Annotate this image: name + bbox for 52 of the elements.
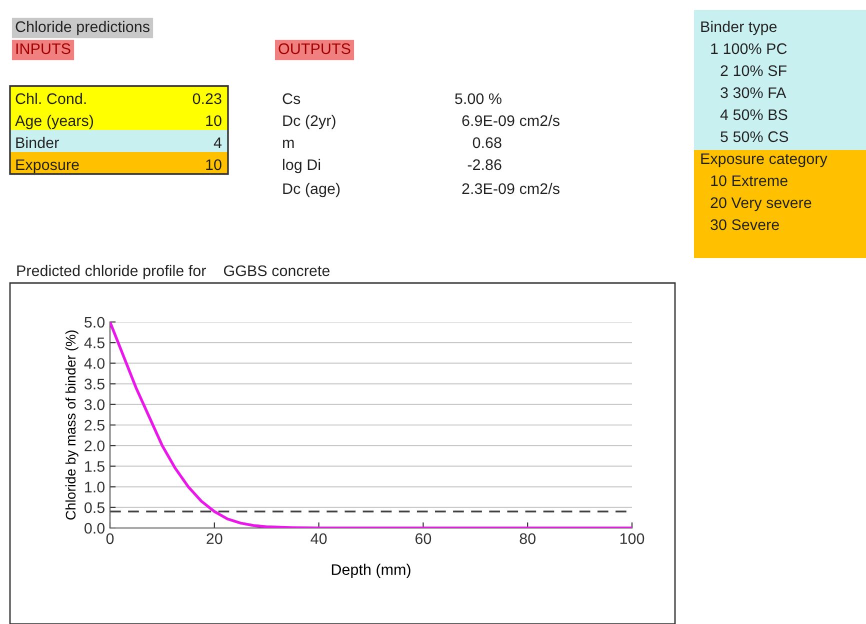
text: Chl. Cond.	[16, 92, 86, 104]
y-tick-label: 2.5	[84, 420, 104, 431]
text: 10	[206, 115, 222, 126]
text: log Di	[283, 158, 320, 174]
x-tick-label: 20	[206, 533, 222, 544]
text: 10	[206, 159, 222, 170]
x-tick-label: 80	[520, 533, 536, 544]
y-tick-label: 0.5	[84, 502, 104, 514]
text: 4	[214, 137, 222, 148]
text: Cs	[282, 93, 300, 104]
y-tick-label: 3.0	[84, 399, 105, 410]
y-tick-label: 4.5	[84, 338, 104, 348]
text: 5 50% CS	[720, 131, 788, 142]
text: Exposure category	[701, 153, 828, 168]
x-tick-label: 40	[310, 533, 327, 544]
text: 2.3E-09 cm2/s	[462, 182, 560, 194]
text: Binder	[16, 136, 59, 148]
text: 0.68	[472, 137, 502, 148]
y-axis-title: Chloride by mass of binder (%)	[65, 330, 78, 520]
text: -2.86	[468, 159, 502, 170]
text: Chloride predictions	[16, 20, 150, 36]
text: 2 10% SF	[720, 65, 786, 76]
x-axis-title: Depth (mm)	[332, 564, 410, 578]
text: 3 30% FA	[720, 87, 786, 98]
line-series	[110, 322, 632, 528]
text: Dc (2yr)	[283, 114, 336, 130]
text: Dc (age)	[283, 182, 340, 198]
x-tick-label: 100	[620, 533, 644, 544]
text: OUTPUTS	[278, 43, 350, 54]
text: 6.9E-09 cm2/s	[462, 114, 560, 126]
text: 5.00 %	[455, 93, 502, 104]
text: Exposure	[16, 159, 79, 174]
text: 20 Very severe	[710, 197, 812, 212]
chart-title: Predicted chloride profile for GGBS concrete	[17, 264, 330, 280]
text: 0.23	[192, 93, 222, 104]
text: INPUTS	[16, 43, 70, 54]
y-tick-label: 1.0	[85, 482, 105, 492]
text: Binder type	[701, 20, 777, 36]
y-tick-label: 2.0	[84, 440, 105, 452]
y-tick-label: 0.0	[84, 522, 105, 534]
y-tick-label: 5.0	[84, 316, 105, 328]
text: m	[283, 140, 294, 148]
text: Age (years)	[15, 114, 94, 130]
text: 10 Extreme	[711, 175, 788, 186]
y-tick-label: 4.0	[84, 358, 105, 369]
y-tick-label: 3.5	[84, 378, 104, 390]
x-tick-label: 60	[415, 533, 432, 544]
text: 4 50% BS	[720, 109, 788, 120]
y-tick-label: 1.5	[85, 461, 104, 472]
x-tick-label: 0	[106, 533, 114, 544]
text: 30 Severe	[710, 219, 779, 230]
text: 1 100% PC	[711, 43, 787, 54]
